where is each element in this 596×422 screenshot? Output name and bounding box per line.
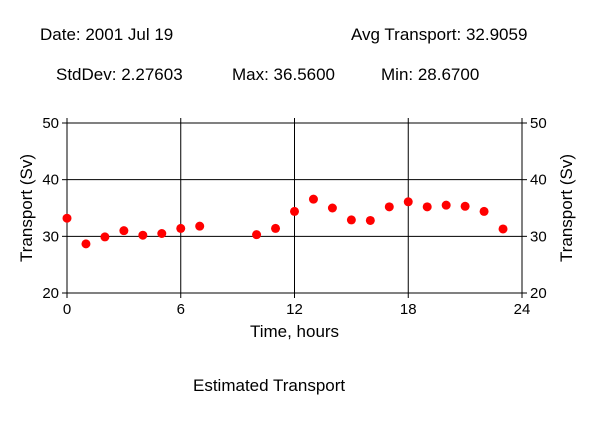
data-point — [176, 223, 186, 233]
y-tick-label-right: 50 — [530, 115, 547, 132]
y-tick-label-right: 30 — [530, 228, 547, 245]
data-point — [384, 202, 394, 212]
data-point — [460, 201, 470, 211]
y-tick-label-left: 30 — [42, 228, 59, 245]
data-point — [403, 197, 413, 207]
data-point — [365, 215, 375, 225]
axis-ticks — [62, 118, 527, 298]
stddev-label: StdDev: 2.27603 — [56, 65, 183, 84]
max-label: Max: 36.5600 — [232, 65, 336, 84]
date-label: Date: 2001 Jul 19 — [40, 25, 174, 44]
avg-transport-label: Avg Transport: 32.9059 — [351, 25, 528, 44]
data-point — [308, 194, 318, 204]
y-tick-label-left: 20 — [42, 285, 59, 302]
data-points — [62, 194, 508, 249]
data-point — [346, 215, 356, 225]
y-axis-label-right: Transport (Sv) — [557, 154, 576, 262]
data-point — [119, 226, 129, 236]
y-tick-label-right: 20 — [530, 285, 547, 302]
data-point — [271, 223, 281, 233]
x-tick-label: 18 — [400, 301, 417, 318]
data-point — [157, 229, 167, 238]
y-tick-label-right: 40 — [530, 172, 547, 189]
data-point — [100, 232, 110, 242]
data-point — [479, 206, 489, 216]
data-point — [252, 230, 262, 240]
x-axis-label: Time, hours — [250, 322, 339, 341]
data-point — [498, 224, 508, 234]
y-tick-label-left: 40 — [42, 172, 59, 189]
data-point — [138, 230, 148, 240]
data-point — [81, 239, 91, 249]
data-point — [327, 203, 337, 213]
y-tick-label-left: 50 — [42, 115, 59, 132]
x-tick-label: 12 — [286, 301, 303, 318]
x-tick-label: 6 — [177, 301, 185, 318]
data-point — [441, 200, 451, 210]
data-point — [62, 213, 72, 223]
x-tick-label: 24 — [514, 301, 531, 318]
y-axis-label-left: Transport (Sv) — [17, 154, 36, 262]
min-label: Min: 28.6700 — [381, 65, 480, 84]
data-point — [195, 221, 205, 231]
data-point — [422, 202, 432, 212]
data-point — [290, 206, 299, 216]
chart-caption: Estimated Transport — [193, 376, 346, 395]
x-tick-label: 0 — [63, 301, 71, 318]
